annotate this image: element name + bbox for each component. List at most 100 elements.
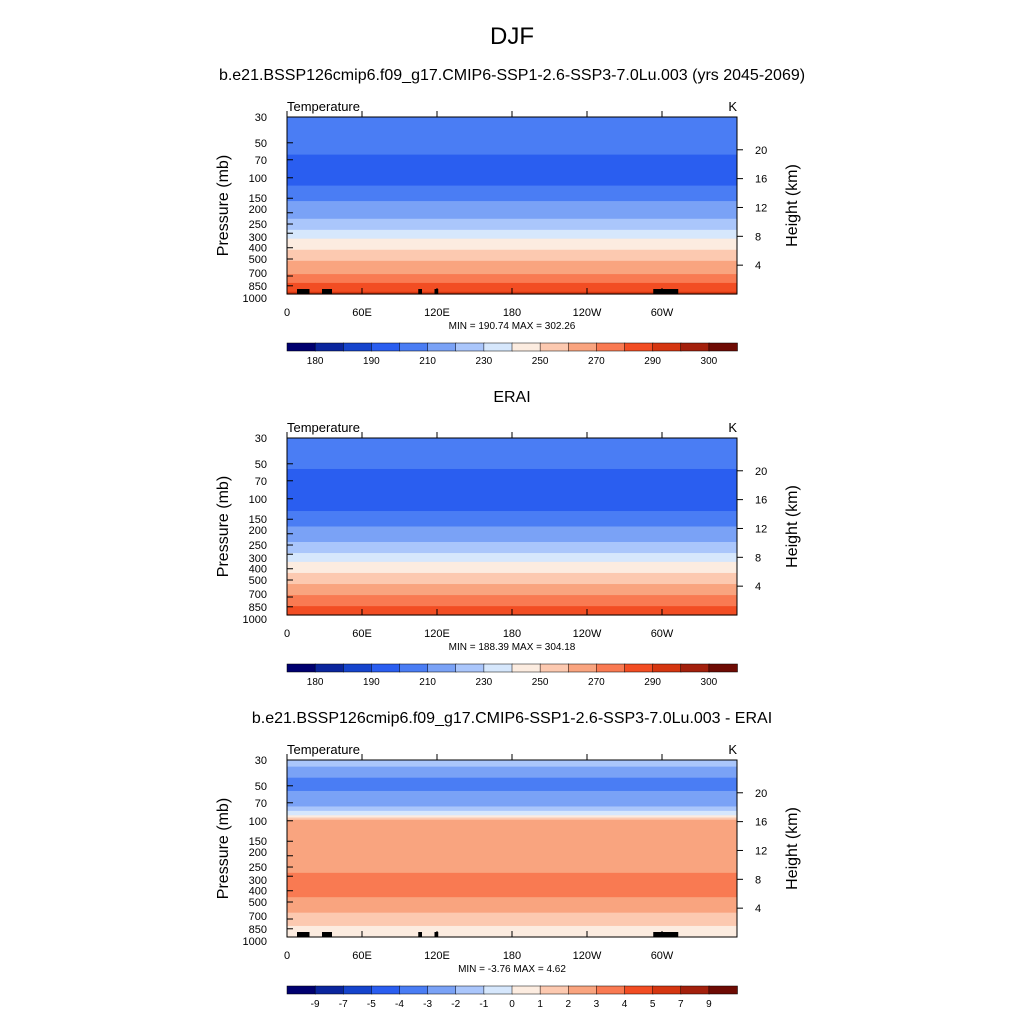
y-axis-title-right: Height (km): [784, 164, 801, 247]
contour-band: [287, 897, 737, 914]
colorbar-swatch: [455, 342, 485, 352]
height-tick-label: 8: [755, 874, 761, 886]
terrain-block: [653, 289, 679, 294]
colorbar-label: 1: [537, 999, 543, 1010]
colorbar-swatch: [286, 342, 316, 352]
contour-band: [287, 282, 737, 293]
height-tick-label: 4: [755, 581, 761, 593]
colorbar-label: -5: [367, 999, 376, 1010]
colorbar-swatch: [624, 663, 654, 673]
y-tick-label: 200: [249, 525, 267, 537]
colorbar-label: -4: [395, 999, 404, 1010]
x-tick-label: 120E: [424, 628, 450, 640]
variable-label: Temperature: [287, 99, 360, 114]
colorbar-label: 250: [532, 677, 549, 688]
terrain-block: [324, 289, 332, 294]
colorbar-swatch: [652, 342, 682, 352]
colorbar-label: -9: [311, 999, 320, 1010]
height-tick-label: 16: [755, 174, 767, 186]
colorbar-label: -2: [451, 999, 460, 1010]
x-tick-label: 0: [284, 307, 290, 319]
colorbar-swatch: [708, 985, 738, 995]
colorbar-label: 300: [701, 356, 718, 367]
colorbar-swatch: [483, 663, 513, 673]
variable-label: Temperature: [287, 742, 360, 757]
colorbar-swatch: [511, 985, 541, 995]
x-tick-label: 120E: [424, 307, 450, 319]
contour-band: [287, 584, 737, 596]
y-tick-label: 300: [249, 875, 267, 887]
colorbar-swatch: [314, 663, 344, 673]
colorbar-label: -1: [479, 999, 488, 1010]
y-tick-label: 50: [255, 138, 267, 150]
y-axis-title: Pressure (mb): [215, 798, 232, 899]
y-tick-label: 400: [249, 886, 267, 898]
contour-band: [287, 553, 737, 563]
units-label: K: [728, 742, 737, 757]
y-tick-label: 70: [255, 476, 267, 488]
height-tick-label: 12: [755, 523, 767, 535]
colorbar-swatch: [708, 342, 738, 352]
contour-band: [287, 229, 737, 240]
colorbar-label: 180: [307, 677, 324, 688]
contour-band: [287, 274, 737, 284]
contour-band: [287, 249, 737, 262]
colorbar-swatch: [624, 985, 654, 995]
y-tick-label: 100: [249, 173, 267, 185]
y-tick-label: 850: [249, 281, 267, 293]
height-tick-label: 12: [755, 845, 767, 857]
y-tick-label: 150: [249, 193, 267, 205]
colorbar-label: 290: [644, 677, 661, 688]
min-max-stats: MIN = 190.74 MAX = 302.26: [449, 321, 576, 332]
terrain-block: [324, 932, 332, 937]
colorbar-swatch: [596, 663, 626, 673]
colorbar-swatch: [371, 663, 401, 673]
colorbar-swatch: [596, 985, 626, 995]
x-tick-label: 60E: [352, 950, 372, 962]
colorbar-swatch: [427, 342, 457, 352]
terrain-block: [297, 932, 310, 937]
contour-band: [287, 561, 737, 574]
panel-2: Temperature K3050701001502002503004005007…: [215, 420, 801, 688]
contour-band: [287, 760, 737, 768]
colorbar-label: 0: [509, 999, 515, 1010]
height-tick-label: 20: [755, 788, 767, 800]
contour-band: [287, 526, 737, 543]
contour-band: [287, 201, 737, 220]
panel-2-title: ERAI: [493, 389, 530, 406]
height-tick-label: 4: [755, 903, 761, 915]
colorbar-swatch: [343, 985, 373, 995]
y-tick-label: 30: [255, 112, 267, 124]
contour-band: [287, 238, 737, 251]
colorbar-label: 180: [307, 356, 324, 367]
height-tick-label: 20: [755, 466, 767, 478]
colorbar-label: 5: [650, 999, 656, 1010]
y-axis-title-right: Height (km): [784, 807, 801, 890]
colorbar-swatch: [539, 985, 569, 995]
contour-band: [287, 154, 737, 187]
height-tick-label: 12: [755, 202, 767, 214]
height-tick-label: 16: [755, 495, 767, 507]
terrain-block: [434, 289, 439, 294]
y-tick-label: 400: [249, 564, 267, 576]
contour-band: [287, 595, 737, 607]
y-tick-label: 700: [249, 911, 267, 923]
x-tick-label: 120W: [573, 628, 602, 640]
colorbar-swatch: [680, 342, 710, 352]
y-tick-label: 150: [249, 514, 267, 526]
colorbar-swatch: [680, 663, 710, 673]
contour-band: [287, 541, 737, 554]
colorbar-swatch: [596, 342, 626, 352]
colorbar-swatch: [568, 663, 598, 673]
colorbar-swatch: [539, 663, 569, 673]
x-tick-label: 60W: [651, 307, 674, 319]
contour-band: [287, 815, 737, 819]
y-axis-title: Pressure (mb): [215, 155, 232, 256]
contour-band: [287, 810, 737, 816]
contour-band: [287, 766, 737, 779]
colorbar-swatch: [483, 985, 513, 995]
colorbar-label: 230: [476, 677, 493, 688]
colorbar-swatch: [286, 985, 316, 995]
x-tick-label: 180: [503, 307, 521, 319]
contour-band: [287, 912, 737, 927]
